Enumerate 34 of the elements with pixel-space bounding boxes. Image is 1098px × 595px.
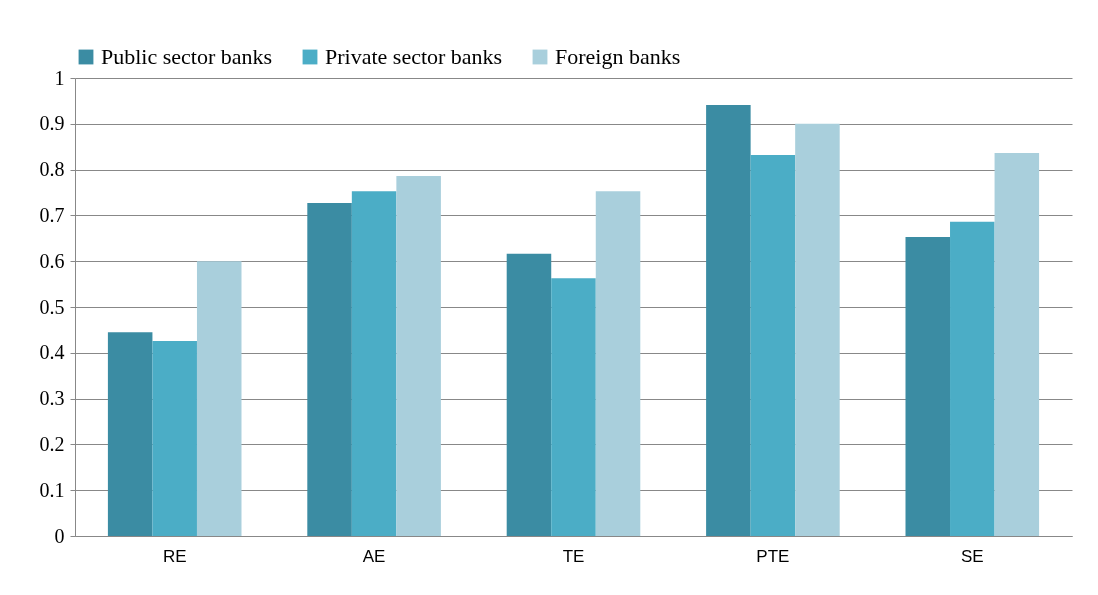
legend-label: Public sector banks: [101, 44, 273, 69]
y-tick-label: 0.3: [39, 387, 65, 410]
bar: [595, 191, 641, 536]
bar: [750, 154, 796, 536]
x-tick-label: RE: [162, 546, 187, 566]
y-tick-label: 0.6: [39, 249, 65, 272]
bar: [196, 261, 242, 536]
y-tick-label: 0.7: [39, 203, 65, 226]
bar: [905, 236, 951, 536]
x-tick-label: TE: [562, 546, 585, 566]
bar: [351, 191, 397, 536]
bar: [152, 340, 197, 536]
x-tick-label: AE: [362, 546, 386, 566]
y-tick-label: 0.1: [39, 478, 65, 501]
y-tick-label: 0.8: [39, 158, 65, 181]
y-tick-label: 0: [54, 524, 65, 547]
legend-label: Private sector banks: [325, 44, 503, 69]
bar: [950, 221, 995, 536]
y-tick-label: 0.5: [39, 295, 65, 318]
y-tick-label: 0.9: [39, 112, 65, 135]
bar: [307, 203, 352, 536]
y-tick-label: 0.2: [39, 432, 65, 455]
y-tick-label: 1: [54, 66, 65, 89]
bar: [551, 278, 596, 536]
bar: [706, 105, 751, 536]
y-tick-label: 0.4: [39, 341, 65, 364]
bar: [107, 332, 153, 536]
bar: [506, 253, 552, 536]
bar: [795, 123, 840, 536]
x-tick-label: SE: [960, 546, 984, 566]
x-tick-label: PTE: [756, 546, 790, 566]
bar: [396, 176, 441, 536]
bar: [994, 153, 1040, 536]
legend-label: Foreign banks: [555, 44, 681, 69]
